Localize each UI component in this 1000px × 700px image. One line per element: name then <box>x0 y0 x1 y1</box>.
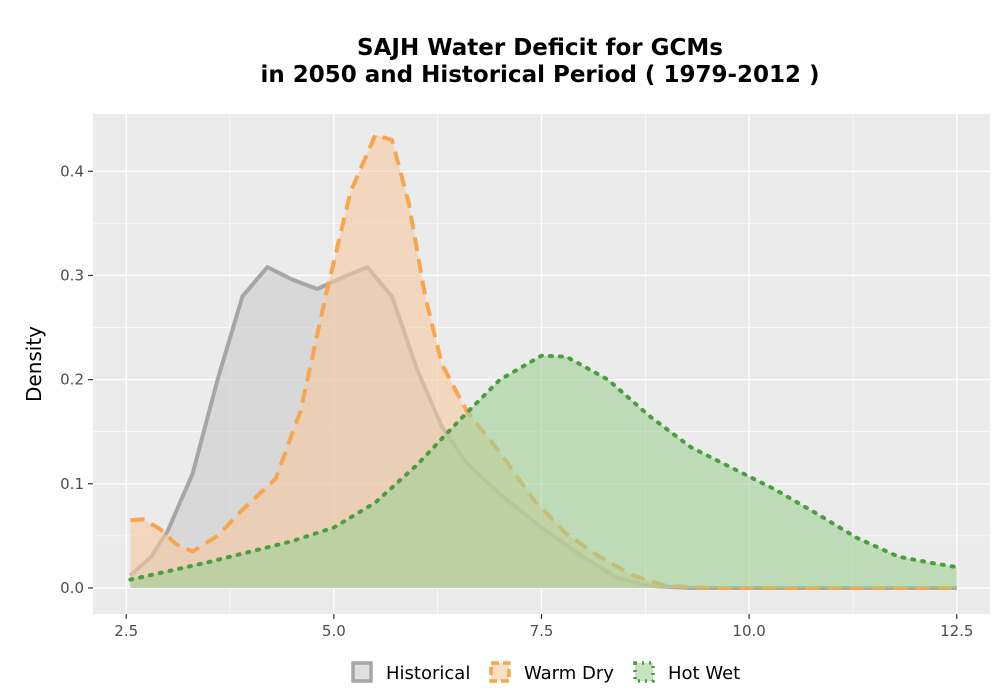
legend-key-border-hot-wet <box>633 661 655 683</box>
y-axis-title: Density <box>22 326 46 402</box>
y-tick-label: 0.3 <box>60 266 84 284</box>
legend-label-historical: Historical <box>386 663 470 684</box>
legend: Historical Warm Dry Hot Wet <box>351 661 740 684</box>
legend-key-border-warm-dry <box>489 661 511 683</box>
density-area-warm-dry <box>130 134 957 589</box>
x-tick-label: 12.5 <box>940 622 973 640</box>
legend-label-warm-dry: Warm Dry <box>524 663 614 684</box>
x-tick-label: 10.0 <box>732 622 765 640</box>
legend-key-fill-hot-wet <box>635 663 653 681</box>
x-tick-label: 2.5 <box>114 622 138 640</box>
y-tick-label: 0.2 <box>60 371 84 389</box>
axes: 2.5 5.0 7.5 10.0 12.5 0.0 0.1 0.2 0.3 0.4 <box>60 162 973 640</box>
legend-key-fill-historical <box>353 663 371 681</box>
x-tick-label: 7.5 <box>530 622 554 640</box>
chart-title-line-1: SAJH Water Deficit for GCMs <box>357 35 723 61</box>
legend-key-border-historical <box>351 661 373 683</box>
y-tick-label: 0.1 <box>60 475 84 493</box>
legend-label-hot-wet: Hot Wet <box>668 663 740 684</box>
density-area-hot-wet <box>130 355 957 588</box>
y-tick-label: 0.0 <box>60 579 84 597</box>
y-tick-label: 0.4 <box>60 162 84 180</box>
series-layer <box>128 132 959 590</box>
x-tick-label: 5.0 <box>322 622 346 640</box>
chart-title-line-2: in 2050 and Historical Period ( 1979-201… <box>260 62 819 88</box>
legend-key-fill-warm-dry <box>491 663 509 681</box>
